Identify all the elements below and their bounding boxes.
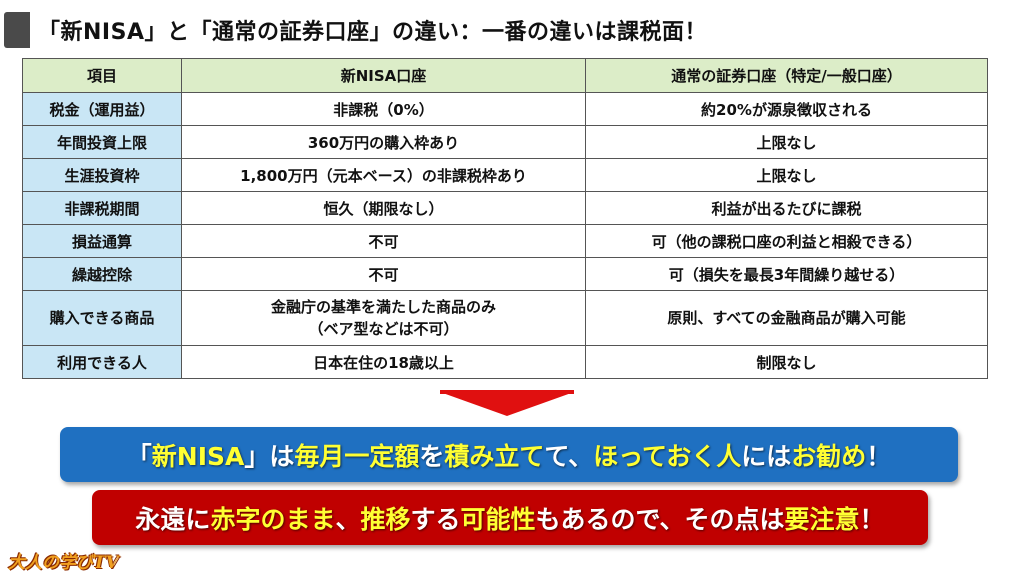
banner-text: ！ xyxy=(866,441,892,471)
cell-text: 可（損失を最長3年間繰り越せる） xyxy=(668,265,905,284)
header-normal: 通常の証券口座（特定/一般口座） xyxy=(585,58,988,93)
cell-normal: 制限なし xyxy=(585,345,988,379)
warning-banner: 永遠に 赤字のまま、推移 する 可能性 もあるので、その点は 要注意！ xyxy=(92,490,928,545)
highlight-text: 可能性 xyxy=(460,504,536,534)
cell-item: 繰越控除 xyxy=(22,257,182,291)
banner-text: 」は xyxy=(244,441,295,471)
cell-text: 上限なし xyxy=(756,166,817,185)
header-item: 項目 xyxy=(22,58,182,93)
cell-text: 日本在住の18歳以上 xyxy=(313,353,454,372)
table-row: 税金（運用益） 非課税（0%） 約20%が源泉徴収される xyxy=(22,92,988,126)
cell-nisa: 不可 xyxy=(181,224,586,258)
banner-text: 、 xyxy=(335,504,361,534)
down-arrow-icon xyxy=(440,392,574,416)
title-marker xyxy=(4,12,30,48)
highlight-text: 要注意 xyxy=(784,504,860,534)
cell-normal: 利益が出るたびに課税 xyxy=(585,191,988,225)
cell-text: 年間投資上限 xyxy=(56,133,147,152)
table-row: 購入できる商品 金融庁の基準を満たした商品のみ （ベア型などは不可） 原則、すべての金… xyxy=(22,290,988,346)
table-row: 生涯投資枠 1,800万円（元本ベース）の非課税枠あり 上限なし xyxy=(22,158,988,192)
cell-text: 1,800万円（元本ベース）の非課税枠あり xyxy=(240,166,527,185)
cell-text: 購入できる商品 xyxy=(49,308,155,327)
cell-text: 非課税（0%） xyxy=(333,100,434,119)
cell-nisa: 不可 xyxy=(181,257,586,291)
cell-text: 360万円の購入枠あり xyxy=(307,133,460,152)
cell-nisa: 金融庁の基準を満たした商品のみ （ベア型などは不可） xyxy=(181,290,586,346)
cell-text: 不可 xyxy=(368,232,399,251)
cell-item: 損益通算 xyxy=(22,224,182,258)
channel-logo: 大人の学びTV xyxy=(8,553,119,573)
banner-text: 永遠に xyxy=(135,504,211,534)
cell-normal: 原則、すべての金融商品が購入可能 xyxy=(585,290,988,346)
table-row: 非課税期間 恒久（期限なし） 利益が出るたびに課税 xyxy=(22,191,988,225)
banner-text: て、 xyxy=(544,441,594,471)
comparison-table: 項目 新NISA口座 通常の証券口座（特定/一般口座） 税金（運用益） 非課税（0… xyxy=(22,58,988,379)
cell-normal: 約20%が源泉徴収される xyxy=(585,92,988,126)
header-nisa: 新NISA口座 xyxy=(181,58,586,93)
cell-item: 税金（運用益） xyxy=(22,92,182,126)
cell-nisa: 恒久（期限なし） xyxy=(181,191,586,225)
cell-nisa: 1,800万円（元本ベース）の非課税枠あり xyxy=(181,158,586,192)
table-row: 繰越控除 不可 可（損失を最長3年間繰り越せる） xyxy=(22,257,988,291)
cell-text: 金融庁の基準を満たした商品のみ xyxy=(270,297,496,316)
highlight-text: 新NISA xyxy=(151,441,245,471)
cell-item: 非課税期間 xyxy=(22,191,182,225)
table-row: 利用できる人 日本在住の18歳以上 制限なし xyxy=(22,345,988,379)
highlight-text: ほっておく人 xyxy=(593,441,742,471)
highlight-text: 毎月一定額 xyxy=(294,441,420,471)
cell-note: （ベア型などは不可） xyxy=(308,320,459,338)
cell-nisa: 360万円の購入枠あり xyxy=(181,125,586,159)
highlight-text: 積み立て xyxy=(444,441,545,471)
cell-text: 恒久（期限なし） xyxy=(323,199,444,218)
cell-nisa: 日本在住の18歳以上 xyxy=(181,345,586,379)
banner-text: 「 xyxy=(126,441,152,471)
cell-text: 利用できる人 xyxy=(57,353,147,372)
cell-item: 利用できる人 xyxy=(22,345,182,379)
table-header-row: 項目 新NISA口座 通常の証券口座（特定/一般口座） xyxy=(22,58,988,93)
cell-item: 購入できる商品 xyxy=(22,290,182,346)
cell-text: 非課税期間 xyxy=(64,199,140,218)
banner-text: する xyxy=(410,504,461,534)
banner-text: ！ xyxy=(859,504,885,534)
cell-text: 原則、すべての金融商品が購入可能 xyxy=(667,308,906,327)
cell-text: 生涯投資枠 xyxy=(64,166,140,185)
highlight-text: 推移 xyxy=(360,504,411,534)
highlight-text: 赤字のまま xyxy=(210,504,336,534)
banner-text: には xyxy=(741,441,792,471)
cell-text: 不可 xyxy=(368,265,399,284)
cell-text: 損益通算 xyxy=(71,232,132,251)
page-title: 「新NISA」と「通常の証券口座」の違い：一番の違いは課税面！ xyxy=(38,20,707,45)
highlight-text: お勧め xyxy=(791,441,867,471)
recommendation-banner: 「新NISA 」は 毎月一定額を積み立て て、 ほっておく人 には お勧め！ xyxy=(60,427,958,482)
cell-nisa: 非課税（0%） xyxy=(181,92,586,126)
cell-text: 制限なし xyxy=(756,353,817,372)
cell-text: 可（他の課税口座の利益と相殺できる） xyxy=(651,232,922,251)
cell-normal: 上限なし xyxy=(585,158,988,192)
banner-text: もあるので、その点は xyxy=(535,504,785,534)
cell-text: 約20%が源泉徴収される xyxy=(701,100,872,119)
banner-text: を xyxy=(419,441,445,471)
cell-text: 利益が出るたびに課税 xyxy=(711,199,862,218)
table-row: 年間投資上限 360万円の購入枠あり 上限なし xyxy=(22,125,988,159)
cell-normal: 可（損失を最長3年間繰り越せる） xyxy=(585,257,988,291)
cell-item: 生涯投資枠 xyxy=(22,158,182,192)
cell-text: 税金（運用益） xyxy=(49,100,155,119)
cell-item: 年間投資上限 xyxy=(22,125,182,159)
cell-normal: 可（他の課税口座の利益と相殺できる） xyxy=(585,224,988,258)
cell-normal: 上限なし xyxy=(585,125,988,159)
cell-text: 繰越控除 xyxy=(71,265,132,284)
table-row: 損益通算 不可 可（他の課税口座の利益と相殺できる） xyxy=(22,224,988,258)
cell-text: 上限なし xyxy=(756,133,817,152)
